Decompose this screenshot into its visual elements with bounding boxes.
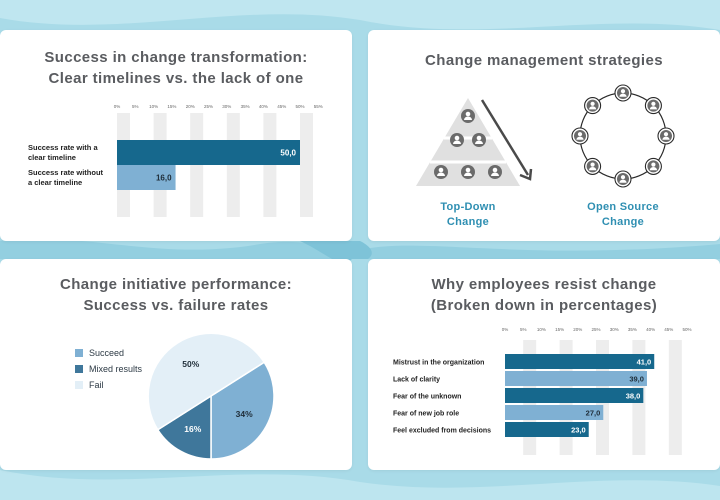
- tick-label: 20%: [186, 104, 195, 109]
- person-icon: [657, 127, 675, 145]
- category-label: Fear of new job role: [393, 411, 459, 418]
- card-timeline-success: Success in change transformation: Clear …: [0, 30, 352, 241]
- card3-title: Change initiative performance: Success v…: [59, 276, 293, 314]
- tick-label: 30%: [222, 104, 231, 109]
- grid-band: [300, 113, 313, 217]
- pie-legend: Succeed Mixed results Fail: [75, 345, 142, 393]
- pyramid-icon: [416, 98, 520, 186]
- bar: [505, 422, 589, 437]
- pie-value-label: 34%: [236, 409, 253, 419]
- card2-title: Change management strategies: [425, 52, 663, 69]
- legend-label: Fail: [89, 380, 104, 390]
- pie-slice: [147, 332, 266, 431]
- tick-label: 0%: [114, 104, 121, 109]
- category-label: clear timeline: [28, 153, 76, 162]
- tick-label: 35%: [628, 327, 637, 332]
- bar-value-label: 38,0: [626, 392, 641, 401]
- person-icon: [584, 97, 602, 115]
- bar-value-label: 27,0: [586, 409, 601, 418]
- tick-label: 25%: [204, 104, 213, 109]
- tick-label: 35%: [241, 104, 250, 109]
- pie-value-label: 16%: [184, 424, 201, 434]
- legend-item: Fail: [75, 377, 142, 393]
- legend-label: Succeed: [89, 348, 125, 358]
- person-icon: [472, 133, 486, 147]
- tick-label: 20%: [573, 327, 582, 332]
- bar: [505, 388, 644, 403]
- tick-label: 40%: [259, 104, 268, 109]
- tick-label: 15%: [167, 104, 176, 109]
- bar: [117, 140, 300, 165]
- tick-label: 55%: [314, 104, 323, 109]
- tick-label: 25%: [591, 327, 600, 332]
- tick-label: 45%: [664, 327, 673, 332]
- bar-value-label: 39,0: [629, 375, 644, 384]
- person-icon: [450, 133, 464, 147]
- tick-label: 50%: [295, 104, 304, 109]
- bar: [505, 354, 655, 369]
- tick-label: 40%: [646, 327, 655, 332]
- tick-label: 0%: [502, 327, 509, 332]
- card-initiative-performance: Change initiative performance: Success v…: [0, 259, 352, 470]
- category-label: Mistrust in the organization: [393, 360, 484, 367]
- bar-value-label: 16,0: [156, 174, 172, 183]
- bar-value-label: 41,0: [637, 358, 652, 367]
- card1-title: Success in change transformation: Clear …: [44, 49, 308, 87]
- tick-label: 30%: [610, 327, 619, 332]
- performance-pie-chart: 34% 16% 50%: [147, 332, 275, 460]
- grid-band: [668, 340, 682, 455]
- person-icon: [461, 109, 475, 123]
- arrow-down-right-icon: [480, 99, 533, 181]
- person-icon: [614, 170, 632, 188]
- category-label: Success rate without: [28, 168, 104, 177]
- tick-label: 10%: [537, 327, 546, 332]
- bar-value-label: 23,0: [571, 426, 586, 435]
- category-label: Fear of the unknown: [393, 394, 461, 401]
- bar: [505, 371, 647, 386]
- bar-value-label: 50,0: [280, 149, 296, 158]
- bar: [505, 405, 604, 420]
- tick-label: 5%: [520, 327, 527, 332]
- tick-label: 45%: [277, 104, 286, 109]
- strategies-diagram: [416, 84, 675, 188]
- legend-label: Mixed results: [89, 364, 143, 374]
- card-strategies: Change management strategies Top-Down Ch…: [368, 30, 720, 241]
- pie-value-label: 50%: [182, 359, 199, 369]
- category-label: Feel excluded from decisions: [393, 428, 491, 435]
- tick-label: 5%: [132, 104, 139, 109]
- legend-swatch: [75, 349, 83, 357]
- person-icon: [644, 157, 662, 175]
- person-icon: [614, 84, 632, 102]
- legend-swatch: [75, 365, 83, 373]
- tick-label: 10%: [149, 104, 158, 109]
- circle-network-icon: [571, 84, 675, 188]
- pie-slice: [156, 394, 212, 460]
- topdown-label: Top-Down Change: [440, 201, 496, 228]
- person-icon: [584, 157, 602, 175]
- tick-label: 15%: [555, 327, 564, 332]
- bar: [117, 165, 176, 190]
- timeline-bar-chart: 0% 5% 10% 15% 20% 25% 30% 35% 40% 45% 50% 55% 50,0 Su…: [28, 104, 323, 217]
- tick-label: 50%: [682, 327, 691, 332]
- person-icon: [571, 127, 589, 145]
- card-resist-change: Why employees resist change (Broken down…: [368, 259, 720, 470]
- opensource-label: Open Source Change: [587, 201, 659, 228]
- card4-title: Why employees resist change (Broken down…: [430, 276, 658, 314]
- legend-swatch: [75, 381, 83, 389]
- resist-bar-chart: 0% 5% 10% 15% 20% 25% 30% 35% 40% 45% 50% 41,0 Mistr…: [393, 327, 692, 455]
- category-label: Success rate with a: [28, 143, 98, 152]
- person-icon: [461, 165, 475, 179]
- category-label: Lack of clarity: [393, 377, 440, 384]
- person-icon: [644, 97, 662, 115]
- person-icon: [488, 165, 502, 179]
- person-icon: [434, 165, 448, 179]
- category-label: a clear timeline: [28, 178, 82, 187]
- legend-item: Succeed: [75, 345, 142, 361]
- legend-item: Mixed results: [75, 361, 142, 377]
